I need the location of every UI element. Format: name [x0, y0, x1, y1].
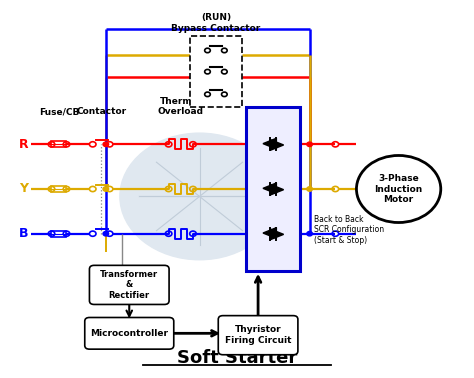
Text: Y: Y: [19, 183, 28, 195]
Text: Soft Starter: Soft Starter: [177, 349, 297, 367]
Bar: [52, 186, 66, 192]
Text: Transformer
&
Rectifier: Transformer & Rectifier: [100, 270, 158, 300]
Text: R: R: [19, 138, 28, 151]
Polygon shape: [270, 184, 283, 195]
FancyBboxPatch shape: [90, 265, 169, 304]
Circle shape: [307, 231, 312, 236]
Text: (RUN)
Bypass Contactor: (RUN) Bypass Contactor: [171, 13, 261, 33]
Bar: [52, 231, 66, 237]
Text: Fuse/CB: Fuse/CB: [39, 107, 79, 116]
FancyBboxPatch shape: [218, 316, 298, 355]
Circle shape: [307, 142, 312, 147]
Polygon shape: [270, 229, 283, 240]
Text: 3-Phase
Induction
Motor: 3-Phase Induction Motor: [374, 174, 423, 204]
FancyBboxPatch shape: [190, 36, 242, 107]
Bar: [52, 141, 66, 147]
Circle shape: [103, 142, 109, 147]
Circle shape: [103, 231, 109, 236]
Polygon shape: [263, 138, 276, 149]
Circle shape: [120, 133, 279, 260]
FancyBboxPatch shape: [85, 318, 174, 349]
Polygon shape: [270, 139, 283, 150]
Text: Thermal
Overload: Thermal Overload: [158, 97, 204, 116]
Text: B: B: [19, 227, 28, 240]
Text: Contactor: Contactor: [76, 107, 126, 116]
Text: Microcontroller: Microcontroller: [90, 329, 168, 338]
FancyBboxPatch shape: [246, 107, 300, 271]
Circle shape: [103, 187, 109, 191]
Circle shape: [307, 187, 312, 191]
Polygon shape: [263, 183, 276, 194]
Text: Back to Back
SCR Configuration
(Start & Stop): Back to Back SCR Configuration (Start & …: [314, 215, 384, 245]
Polygon shape: [263, 228, 276, 239]
Text: Thyristor
Firing Circuit: Thyristor Firing Circuit: [225, 325, 292, 345]
